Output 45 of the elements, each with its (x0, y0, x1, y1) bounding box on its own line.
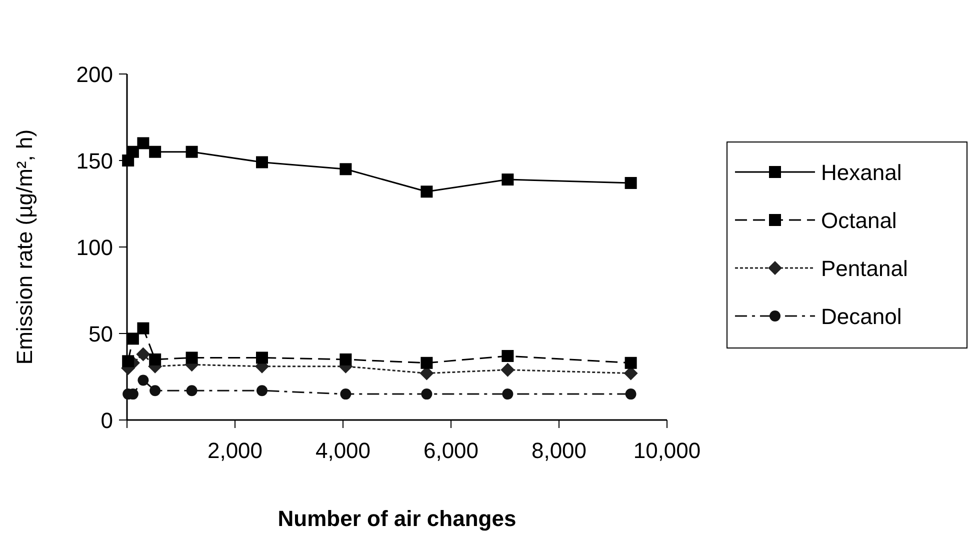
point (502, 174, 514, 186)
x-tick-label: 4,000 (315, 438, 371, 463)
point (186, 352, 198, 364)
point (149, 146, 162, 158)
point (340, 163, 352, 176)
y-tick-label: 100 (76, 235, 113, 260)
point (625, 388, 636, 400)
point (149, 353, 162, 366)
legend-label: Hexanal (821, 160, 902, 185)
point (624, 176, 637, 189)
y-tick-label: 0 (100, 408, 113, 433)
y-tick-label: 50 (88, 322, 113, 346)
point (126, 332, 139, 345)
point (122, 355, 134, 368)
y-axis-title: Emission rate (µg/m², h) (12, 129, 37, 365)
y-tick-label: 150 (76, 148, 113, 174)
point (186, 385, 198, 396)
point (137, 322, 150, 334)
legend-label: Pentanal (821, 256, 908, 281)
y-tick-label: 200 (76, 62, 113, 87)
point (150, 385, 161, 396)
legend-label: Octanal (821, 208, 897, 233)
point (500, 362, 515, 377)
point (138, 374, 149, 386)
point (624, 356, 637, 369)
point (420, 356, 433, 369)
point (126, 146, 139, 158)
x-axis-title: Number of air changes (278, 506, 516, 531)
point (256, 385, 268, 396)
point (502, 388, 514, 400)
x-tick-label: 8,000 (531, 438, 587, 463)
point (137, 137, 150, 150)
legend-label: Decanol (821, 304, 902, 329)
point (256, 156, 268, 168)
x-tick-label: 6,000 (423, 438, 479, 463)
point (340, 388, 352, 400)
point (420, 186, 433, 198)
point (136, 347, 150, 362)
point (502, 350, 514, 362)
x-tick-label: 2,000 (207, 438, 263, 463)
point (186, 146, 198, 158)
point (256, 352, 268, 364)
x-tick-label: 10,000 (633, 438, 701, 463)
point (340, 353, 352, 366)
point (421, 388, 432, 400)
